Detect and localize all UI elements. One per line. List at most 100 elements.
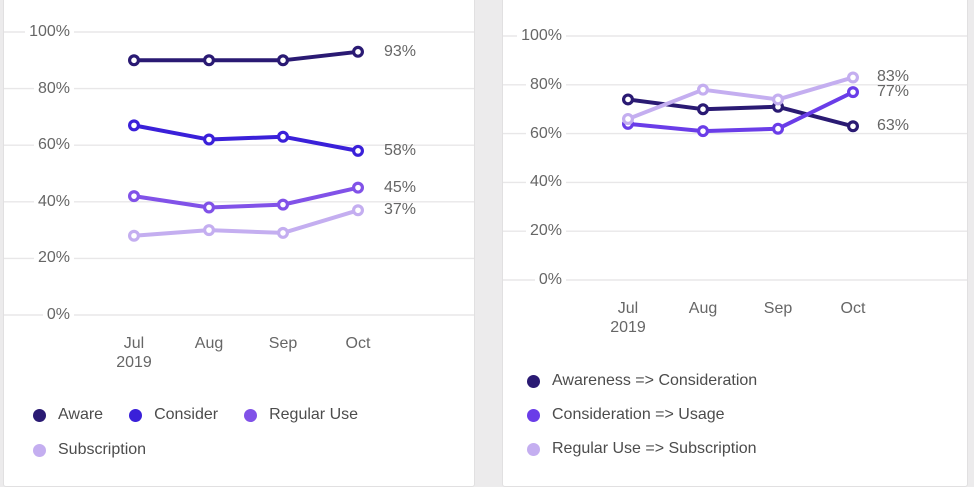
data-point-marker-consider — [277, 130, 290, 143]
legend-item-consider[interactable]: Consider — [129, 405, 218, 425]
end-value-label-regular-use: 45% — [384, 178, 417, 196]
data-point-marker-regular-use-subscription — [772, 93, 785, 106]
x-tick-month: Oct — [840, 300, 866, 317]
y-tick-label: 80% — [4, 78, 74, 100]
line-chart-conversion-rates: 0% 20% 40% 60% 80% 100% Jul 2019 Aug Sep Oct 63% 77%… — [503, 0, 967, 486]
x-tick-label: Oct — [316, 334, 400, 353]
y-tick-label: 100% — [4, 21, 74, 43]
data-point-marker-consideration-usage — [697, 125, 710, 138]
data-point-marker-consideration-usage — [772, 122, 785, 135]
series-line-consider — [132, 123, 360, 153]
y-tick-text: 60% — [33, 136, 74, 154]
end-value-label-consider: 58% — [384, 141, 417, 159]
legend-dot-icon — [33, 443, 46, 457]
x-tick-month: Sep — [763, 300, 793, 317]
legend-item-label: Awareness => Consideration — [552, 372, 758, 389]
end-value-label-subscription: 37% — [384, 201, 417, 219]
legend-item-label: Subscription — [58, 441, 147, 458]
data-point-marker-regular-use — [203, 201, 216, 214]
x-tick-label: Aug — [661, 299, 745, 318]
data-point-marker-aware — [352, 45, 365, 58]
end-value-label-regular-use-subscription: 83% — [877, 68, 910, 86]
y-tick-text: 0% — [42, 306, 74, 323]
data-point-marker-regular-use — [127, 190, 140, 203]
x-tick-label: Aug — [167, 334, 251, 353]
legend-dot-icon — [244, 408, 258, 422]
legend-dot-icon — [129, 408, 143, 422]
legend-dot-icon — [527, 374, 540, 388]
line-chart-funnel-stages: 0% 20% 40% 60% 80% 100% Jul 2019 Aug Sep Oct 93% 58%… — [4, 0, 474, 486]
legend-item-label: Regular Use => Subscription — [552, 440, 757, 457]
y-tick-text: 0% — [534, 271, 566, 288]
x-tick-label: Oct — [811, 299, 895, 318]
end-value-label-awareness-consideration: 63% — [877, 117, 910, 135]
x-tick-year: 2019 — [610, 319, 646, 336]
y-tick-text: 80% — [525, 75, 566, 93]
plot-area — [503, 35, 967, 281]
legend-item-label: Aware — [58, 406, 104, 423]
y-tick-label: 60% — [4, 134, 74, 156]
plot-area — [4, 31, 474, 316]
data-point-marker-consider — [352, 144, 365, 157]
y-tick-text: 20% — [33, 249, 74, 267]
data-point-marker-aware — [277, 54, 290, 67]
legend-item-aware[interactable]: Aware — [33, 405, 103, 425]
data-point-marker-awareness-consideration — [847, 120, 860, 133]
data-point-marker-aware — [127, 54, 140, 67]
chart-legend: Awareness => Consideration Consideration … — [527, 371, 957, 459]
data-point-marker-regular-use-subscription — [697, 83, 710, 96]
data-point-marker-consider — [203, 133, 216, 146]
data-point-marker-aware — [203, 54, 216, 67]
legend-item-label: Consideration => Usage — [552, 406, 725, 423]
legend-item-regular-use[interactable]: Regular Use — [244, 405, 358, 425]
y-tick-label: 20% — [503, 220, 566, 242]
data-point-marker-regular-use-subscription — [621, 112, 634, 125]
data-point-marker-subscription — [203, 224, 216, 237]
y-tick-label: 40% — [503, 171, 566, 193]
y-tick-text: 100% — [517, 27, 566, 44]
series-line-consideration-usage — [626, 90, 855, 134]
y-tick-label: 40% — [4, 191, 74, 213]
data-point-marker-regular-use-subscription — [847, 71, 860, 84]
x-tick-label: Sep — [736, 299, 820, 318]
legend-item-regular-use-subscription[interactable]: Regular Use => Subscription — [527, 439, 957, 459]
y-tick-label: 60% — [503, 123, 566, 145]
data-point-marker-subscription — [352, 204, 365, 217]
data-point-marker-awareness-consideration — [697, 103, 710, 116]
chart-legend: Aware Consider Regular Use Subscription — [33, 405, 405, 460]
y-tick-text: 60% — [525, 124, 566, 142]
legend-dot-icon — [527, 442, 540, 456]
y-tick-label: 80% — [503, 74, 566, 96]
legend-item-subscription[interactable]: Subscription — [33, 440, 146, 460]
data-point-marker-consideration-usage — [847, 86, 860, 99]
y-tick-label: 20% — [4, 247, 74, 269]
legend-item-label: Consider — [154, 406, 219, 423]
x-tick-month: Sep — [268, 335, 298, 352]
x-tick-month: Jul — [617, 300, 639, 317]
x-tick-month: Aug — [194, 335, 224, 352]
y-tick-text: 20% — [525, 222, 566, 240]
legend-item-consideration-usage[interactable]: Consideration => Usage — [527, 405, 957, 425]
end-value-label-consideration-usage: 77% — [877, 83, 910, 101]
data-point-marker-regular-use — [352, 181, 365, 194]
series-line-regular-use — [132, 185, 360, 210]
x-tick-month: Oct — [345, 335, 371, 352]
x-tick-year: 2019 — [116, 354, 152, 371]
x-tick-month: Jul — [123, 335, 145, 352]
y-tick-text: 100% — [25, 23, 74, 40]
legend-item-awareness-consideration[interactable]: Awareness => Consideration — [527, 371, 957, 391]
data-point-marker-subscription — [127, 229, 140, 242]
legend-dot-icon — [527, 408, 540, 422]
y-tick-label: 100% — [503, 25, 566, 47]
y-tick-text: 40% — [33, 192, 74, 210]
y-tick-label: 0% — [4, 304, 74, 326]
series-line-regular-use-subscription — [626, 75, 855, 121]
y-tick-text: 40% — [525, 173, 566, 191]
series-line-subscription — [132, 208, 360, 238]
x-tick-label: Jul 2019 — [586, 299, 670, 337]
y-tick-label: 0% — [503, 269, 566, 291]
x-tick-month: Aug — [688, 300, 718, 317]
data-point-marker-awareness-consideration — [621, 93, 634, 106]
chart-card-conversion-rates: 0% 20% 40% 60% 80% 100% Jul 2019 Aug Sep Oct 63% 77%… — [502, 0, 968, 487]
chart-card-funnel-stages: 0% 20% 40% 60% 80% 100% Jul 2019 Aug Sep Oct 93% 58%… — [3, 0, 475, 487]
